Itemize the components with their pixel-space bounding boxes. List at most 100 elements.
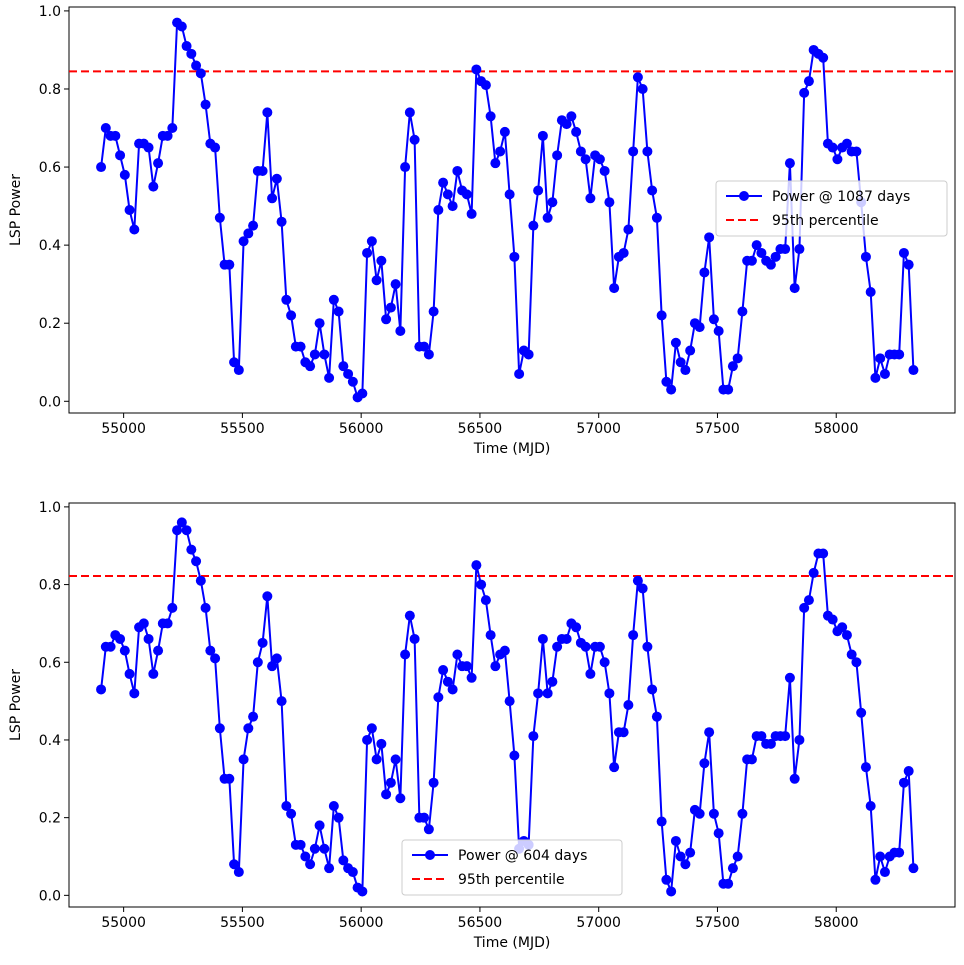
data-point bbox=[575, 146, 586, 157]
data-point bbox=[599, 657, 610, 668]
data-point bbox=[789, 283, 800, 294]
data-point bbox=[191, 556, 202, 567]
data-point bbox=[252, 657, 263, 668]
data-point bbox=[186, 48, 197, 59]
data-point bbox=[685, 847, 696, 858]
data-point bbox=[908, 365, 919, 376]
data-point bbox=[442, 676, 453, 687]
data-point bbox=[210, 142, 221, 153]
data-point bbox=[300, 851, 311, 862]
legend-series-label: Power @ 1087 days bbox=[772, 189, 910, 205]
data-point bbox=[319, 843, 330, 854]
data-point bbox=[865, 801, 876, 811]
data-point bbox=[637, 583, 648, 594]
data-point bbox=[499, 126, 510, 137]
data-point bbox=[267, 193, 278, 204]
data-point bbox=[281, 294, 292, 305]
data-point bbox=[528, 731, 539, 742]
data-point bbox=[533, 688, 544, 699]
data-point bbox=[856, 707, 867, 718]
plot-frame bbox=[68, 502, 956, 908]
data-point bbox=[514, 368, 525, 379]
data-point bbox=[100, 123, 111, 134]
data-point bbox=[794, 734, 805, 745]
data-point bbox=[732, 353, 743, 364]
data-point bbox=[670, 337, 681, 348]
data-point bbox=[609, 762, 620, 773]
data-point bbox=[713, 326, 724, 337]
data-point bbox=[143, 142, 154, 153]
data-point bbox=[808, 567, 819, 578]
data-point bbox=[248, 220, 259, 231]
y-tick-label: 0.0 bbox=[39, 888, 61, 904]
data-point bbox=[186, 544, 197, 555]
data-point bbox=[528, 220, 539, 231]
y-axis-label: LSP Power bbox=[8, 669, 24, 741]
data-point bbox=[875, 353, 886, 364]
data-point bbox=[390, 279, 401, 290]
data-point bbox=[224, 259, 235, 270]
x-tick-label: 56500 bbox=[458, 421, 503, 437]
data-point bbox=[628, 146, 639, 157]
x-tick-label: 57000 bbox=[576, 421, 621, 437]
data-point bbox=[580, 154, 591, 165]
data-point bbox=[737, 306, 748, 317]
data-point bbox=[542, 688, 553, 699]
data-point bbox=[903, 259, 914, 270]
data-point bbox=[666, 886, 677, 897]
data-point bbox=[404, 107, 415, 118]
data-point bbox=[314, 820, 325, 831]
series-line bbox=[100, 521, 915, 893]
data-point bbox=[666, 384, 677, 395]
data-point bbox=[708, 808, 719, 819]
data-point bbox=[195, 575, 206, 586]
data-point bbox=[438, 177, 449, 188]
data-point bbox=[784, 672, 795, 683]
y-axis-label: LSP Power bbox=[8, 174, 24, 246]
data-point bbox=[623, 700, 634, 710]
data-point bbox=[537, 633, 548, 644]
data-point bbox=[699, 758, 710, 769]
x-tick-label: 57000 bbox=[576, 915, 621, 931]
data-point bbox=[623, 224, 634, 235]
data-point bbox=[362, 247, 373, 258]
data-point bbox=[704, 232, 715, 243]
data-point bbox=[609, 283, 620, 294]
data-point bbox=[357, 388, 368, 399]
data-point bbox=[205, 645, 216, 656]
data-point bbox=[851, 657, 862, 668]
data-point bbox=[799, 87, 810, 98]
data-point bbox=[138, 618, 149, 629]
data-point bbox=[708, 314, 719, 325]
legend: Power @ 604 days 95th percentile bbox=[401, 839, 623, 896]
data-point bbox=[314, 318, 325, 329]
x-tick-label: 55000 bbox=[101, 915, 146, 931]
data-point bbox=[328, 801, 339, 811]
data-point bbox=[599, 165, 610, 176]
data-point bbox=[267, 661, 278, 672]
data-point bbox=[870, 874, 881, 885]
data-point bbox=[770, 251, 781, 262]
data-point bbox=[357, 886, 368, 897]
data-point bbox=[675, 357, 686, 368]
data-point bbox=[366, 236, 377, 247]
data-point bbox=[898, 777, 909, 788]
data-point bbox=[694, 808, 705, 819]
data-point bbox=[585, 668, 596, 679]
data-point bbox=[295, 839, 306, 850]
data-point bbox=[419, 812, 430, 823]
y-tick-label: 0.6 bbox=[39, 160, 61, 176]
data-point bbox=[428, 777, 439, 788]
data-point bbox=[148, 181, 159, 192]
legend-series-marker bbox=[739, 191, 749, 201]
data-point bbox=[200, 602, 211, 613]
data-point bbox=[172, 525, 183, 536]
data-point bbox=[271, 653, 282, 664]
data-point bbox=[105, 641, 116, 652]
data-point bbox=[124, 668, 135, 679]
data-point bbox=[799, 602, 810, 613]
data-point bbox=[333, 306, 344, 317]
data-point bbox=[765, 738, 776, 749]
data-point bbox=[561, 119, 572, 130]
data-point bbox=[214, 723, 225, 734]
